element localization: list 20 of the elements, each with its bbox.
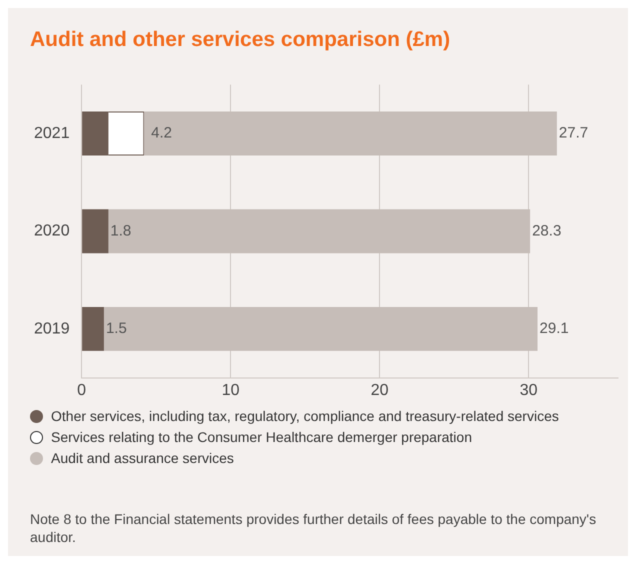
data-label: 28.3 — [532, 222, 562, 240]
legend-label: Services relating to the Consumer Healthcare demerger preparation — [51, 429, 472, 446]
data-label: 1.5 — [106, 320, 127, 338]
bar — [82, 306, 104, 351]
data-label: 27.7 — [558, 124, 588, 142]
bar — [82, 209, 108, 254]
x-tick-label: 20 — [370, 382, 389, 399]
y-tick-label: 2020 — [34, 222, 70, 240]
x-tick-label: 0 — [77, 382, 86, 399]
data-label: 29.1 — [540, 320, 569, 338]
y-tick-label: 2021 — [34, 124, 70, 142]
annotation: 4.2 — [151, 124, 172, 142]
legend-label: Audit and assurance services — [51, 450, 234, 467]
text: Note 8 to the Financial statements provides further details of fees payable to the company's auditor. — [30, 510, 598, 546]
x-tick-label: 30 — [520, 382, 538, 399]
legend-label: Other services, including tax, regulatory, compliance and treasury-related services — [51, 408, 559, 425]
y-tick-label: 2019 — [34, 320, 70, 338]
x-tick-label: 10 — [222, 382, 240, 399]
data-label: 1.8 — [110, 222, 132, 240]
chart-title: Audit and other services comparison (£m) — [30, 28, 450, 52]
